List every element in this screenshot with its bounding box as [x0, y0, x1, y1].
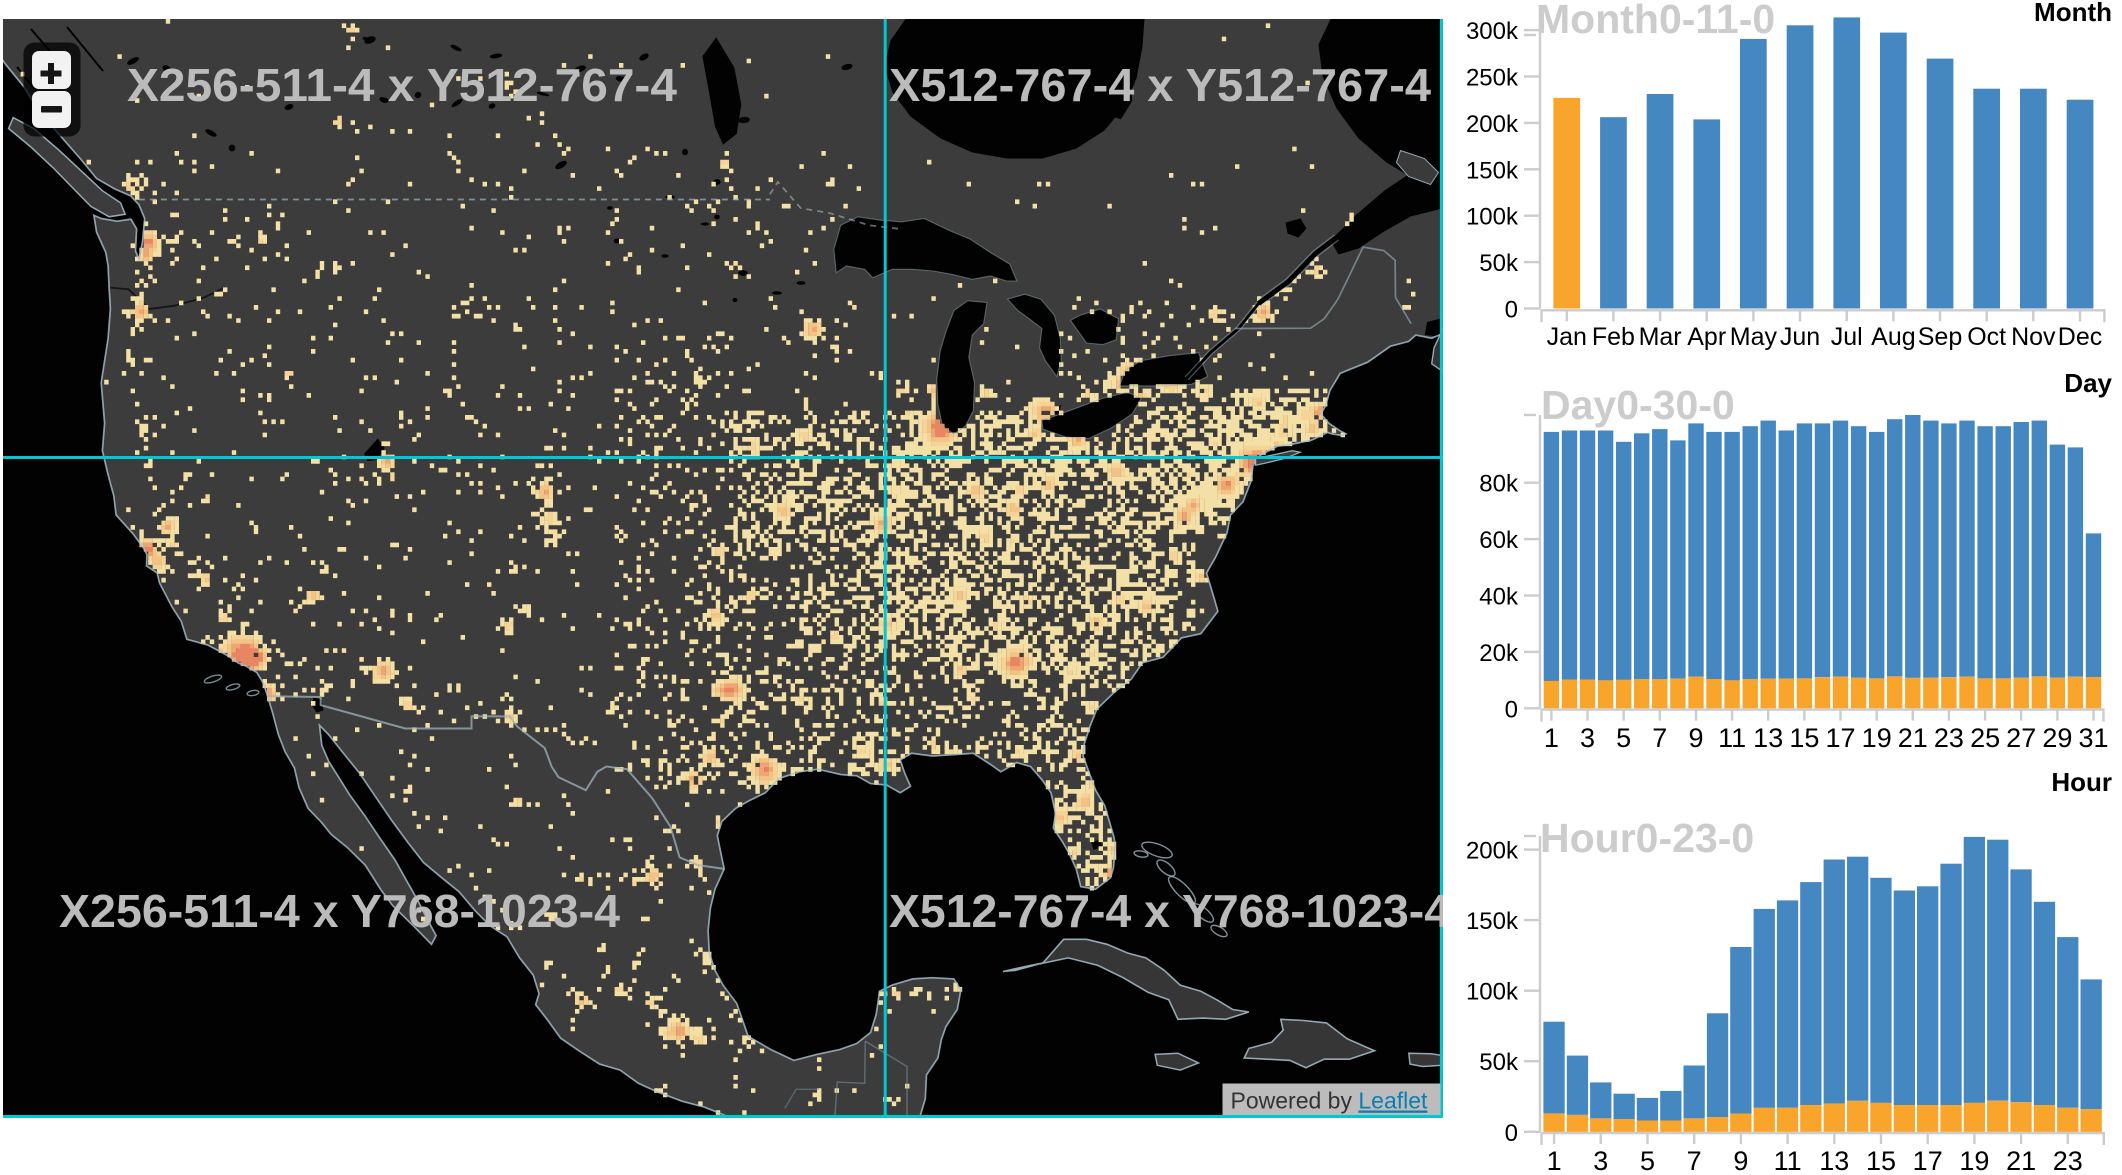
svg-text:7: 7 [1652, 723, 1667, 753]
svg-text:Sep: Sep [1918, 323, 1962, 351]
svg-text:May: May [1730, 323, 1778, 351]
svg-text:Powered by Leaflet: Powered by Leaflet [1230, 1087, 1428, 1113]
svg-text:Oct: Oct [1967, 323, 2006, 351]
svg-text:100k: 100k [1466, 204, 1519, 231]
svg-text:250k: 250k [1466, 65, 1519, 92]
svg-text:0: 0 [1505, 696, 1518, 723]
svg-text:150k: 150k [1466, 908, 1519, 935]
svg-text:Jun: Jun [1780, 323, 1820, 351]
svg-text:25: 25 [1970, 723, 2000, 753]
svg-text:20k: 20k [1479, 640, 1519, 667]
svg-text:80k: 80k [1479, 471, 1519, 498]
svg-text:1: 1 [1544, 723, 1559, 753]
svg-text:11: 11 [1718, 723, 1746, 753]
svg-text:5: 5 [1616, 723, 1631, 753]
svg-text:21: 21 [1898, 723, 1928, 753]
svg-text:11: 11 [1774, 1146, 1802, 1175]
svg-text:Hour: Hour [2051, 767, 2112, 797]
svg-text:Mar: Mar [1639, 323, 1682, 351]
svg-text:23: 23 [2053, 1146, 2083, 1175]
svg-text:Day0-30-0: Day0-30-0 [1541, 382, 1735, 428]
svg-text:27: 27 [2006, 723, 2036, 753]
svg-text:Dec: Dec [2058, 323, 2102, 351]
svg-text:31: 31 [2078, 723, 2108, 753]
svg-text:13: 13 [1753, 723, 1783, 753]
svg-text:X256-511-4 x Y512-767-4: X256-511-4 x Y512-767-4 [127, 59, 677, 111]
svg-text:Apr: Apr [1687, 323, 1726, 351]
svg-text:X512-767-4 x Y512-767-4: X512-767-4 x Y512-767-4 [889, 59, 1431, 111]
svg-text:Aug: Aug [1871, 323, 1915, 351]
svg-text:Jul: Jul [1831, 323, 1863, 351]
svg-text:3: 3 [1580, 723, 1595, 753]
svg-text:Hour0-23-0: Hour0-23-0 [1540, 815, 1754, 861]
svg-text:7: 7 [1687, 1146, 1702, 1175]
svg-text:21: 21 [2006, 1146, 2036, 1175]
svg-text:X256-511-4 x Y768-1023-4: X256-511-4 x Y768-1023-4 [59, 885, 620, 937]
svg-text:Month: Month [2034, 0, 2112, 27]
svg-text:40k: 40k [1479, 584, 1519, 611]
svg-text:150k: 150k [1466, 157, 1519, 184]
svg-text:50k: 50k [1479, 1049, 1519, 1076]
svg-text:3: 3 [1593, 1146, 1608, 1175]
svg-text:29: 29 [2042, 723, 2072, 753]
svg-text:19: 19 [1862, 723, 1892, 753]
svg-text:17: 17 [1825, 723, 1855, 753]
svg-text:23: 23 [1934, 723, 1964, 753]
svg-text:1: 1 [1547, 1146, 1562, 1175]
svg-text:9: 9 [1688, 723, 1703, 753]
svg-text:15: 15 [1866, 1146, 1896, 1175]
svg-text:300k: 300k [1466, 18, 1519, 45]
svg-text:13: 13 [1819, 1146, 1849, 1175]
svg-text:200k: 200k [1466, 838, 1519, 865]
svg-text:5: 5 [1640, 1146, 1655, 1175]
svg-text:200k: 200k [1466, 111, 1519, 138]
svg-text:15: 15 [1789, 723, 1819, 753]
svg-text:9: 9 [1733, 1146, 1748, 1175]
svg-text:17: 17 [1913, 1146, 1943, 1175]
svg-text:50k: 50k [1479, 250, 1519, 277]
svg-text:Feb: Feb [1592, 323, 1635, 351]
svg-text:Jan: Jan [1547, 323, 1587, 351]
svg-text:Nov: Nov [2011, 323, 2056, 351]
svg-text:100k: 100k [1466, 979, 1519, 1006]
svg-text:Month0-11-0: Month0-11-0 [1536, 0, 1775, 42]
svg-text:0: 0 [1505, 1120, 1518, 1147]
svg-text:19: 19 [1959, 1146, 1989, 1175]
svg-text:Day: Day [2064, 368, 2112, 398]
svg-text:60k: 60k [1479, 527, 1519, 554]
svg-text:X512-767-4 x Y768-1023-4: X512-767-4 x Y768-1023-4 [889, 885, 1443, 937]
svg-text:0: 0 [1505, 297, 1518, 324]
